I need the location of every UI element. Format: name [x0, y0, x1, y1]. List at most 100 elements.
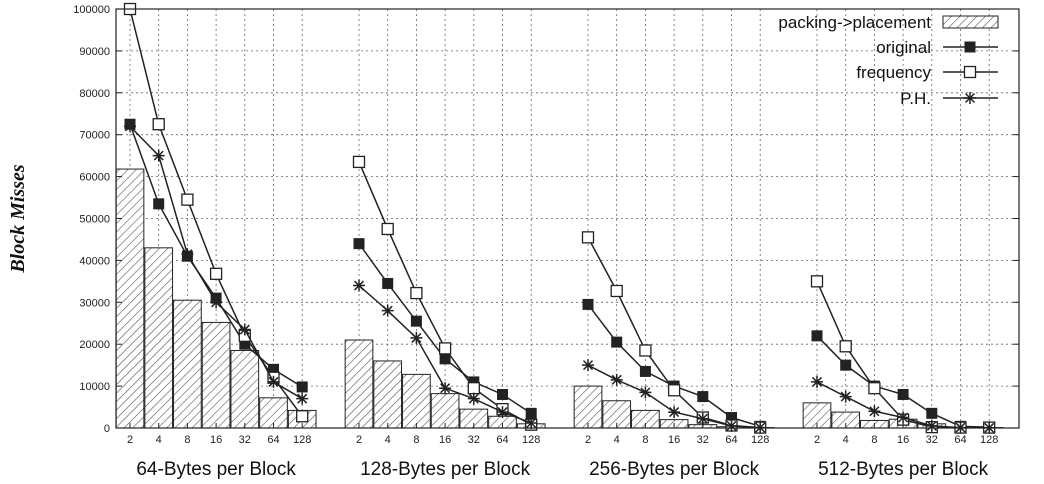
bar: [115, 168, 145, 429]
group-label: 128-Bytes per Block: [360, 459, 531, 480]
point: [610, 284, 623, 298]
group-label: 64-Bytes per Block: [136, 459, 296, 480]
x-tick-label: 128: [522, 434, 540, 446]
point: [639, 386, 652, 399]
point: [410, 315, 422, 327]
point: [964, 41, 976, 53]
point: [438, 342, 452, 355]
point: [840, 359, 852, 371]
point: [410, 286, 423, 300]
point: [497, 388, 508, 400]
x-tick-label: 2: [585, 434, 591, 446]
point: [639, 365, 651, 377]
grid-layer: [116, 9, 1019, 428]
bar: [201, 321, 231, 429]
y-tick-label: 70000: [79, 130, 110, 142]
legend-label: P.H.: [900, 89, 931, 108]
x-tick-label: 4: [385, 434, 391, 446]
x-tick-label: 64: [496, 434, 508, 446]
x-tick-label: 4: [614, 434, 620, 446]
point: [181, 248, 194, 261]
point: [468, 376, 480, 388]
point: [926, 407, 938, 419]
point: [964, 92, 976, 104]
legend-label: frequency: [856, 63, 931, 82]
x-tick-label: 128: [980, 434, 998, 446]
point: [963, 65, 977, 79]
point: [353, 238, 365, 250]
point: [352, 155, 366, 169]
y-tick-label: 50000: [79, 214, 110, 226]
x-tick-label: 8: [871, 434, 877, 446]
point: [582, 359, 594, 372]
point: [668, 406, 681, 419]
point: [210, 296, 223, 309]
point: [410, 331, 423, 344]
point: [611, 336, 623, 348]
x-tick-label: 64: [954, 434, 966, 446]
point: [810, 275, 824, 288]
point: [811, 375, 823, 388]
y-tick-label: 80000: [79, 88, 110, 100]
point: [152, 149, 165, 162]
point: [296, 392, 309, 405]
x-tick-label: 4: [843, 434, 849, 446]
point: [296, 381, 308, 393]
point: [868, 405, 881, 418]
x-tick-label: 16: [897, 434, 909, 446]
x-tick-label: 128: [751, 434, 769, 446]
point: [897, 388, 909, 400]
point: [581, 231, 595, 244]
point: [439, 382, 452, 395]
bar: [173, 299, 202, 429]
group-label: 512-Bytes per Block: [818, 459, 989, 480]
point: [467, 392, 480, 405]
point: [696, 412, 709, 425]
bar: [259, 397, 288, 429]
point: [382, 277, 394, 289]
bar: [430, 393, 460, 429]
x-tick-label: 4: [156, 434, 162, 446]
legend: packing->placement original frequency P.H.: [778, 13, 999, 108]
x-tick-label: 32: [468, 434, 480, 446]
x-tick-label: 8: [413, 434, 419, 446]
x-tick-label: 16: [668, 434, 680, 446]
point: [839, 390, 852, 403]
point: [496, 406, 509, 419]
point: [181, 193, 194, 206]
y-tick-label: 20000: [79, 339, 110, 351]
x-tick-label: 128: [293, 434, 311, 446]
legend-label: original: [876, 38, 931, 57]
point: [267, 375, 280, 388]
y-tick-label: 0: [104, 423, 110, 435]
y-tick-label: 40000: [79, 255, 110, 267]
bar: [573, 385, 603, 429]
point: [897, 411, 910, 424]
point: [152, 118, 165, 131]
x-tick-label: 8: [642, 434, 648, 446]
y-tick-label: 90000: [79, 46, 110, 58]
x-tick-label: 32: [697, 434, 709, 446]
point: [268, 363, 279, 375]
bar: [344, 339, 374, 429]
bar: [373, 360, 403, 429]
x-tick-label: 32: [926, 434, 938, 446]
point: [582, 298, 594, 310]
bar: [144, 247, 174, 429]
y-axis-label: Block Misses: [7, 164, 29, 274]
point: [525, 407, 537, 419]
x-tick-label: 64: [267, 434, 279, 446]
group-label: 256-Bytes per Block: [589, 459, 760, 480]
point: [839, 340, 852, 353]
legend-swatch: [942, 15, 999, 29]
x-tick-label: 64: [725, 434, 737, 446]
bar: [402, 373, 431, 429]
point: [439, 353, 451, 365]
point: [639, 344, 652, 357]
point: [209, 267, 223, 280]
bar-layer: [115, 168, 1004, 429]
point: [381, 304, 394, 317]
x-tick-label: 2: [127, 434, 133, 446]
